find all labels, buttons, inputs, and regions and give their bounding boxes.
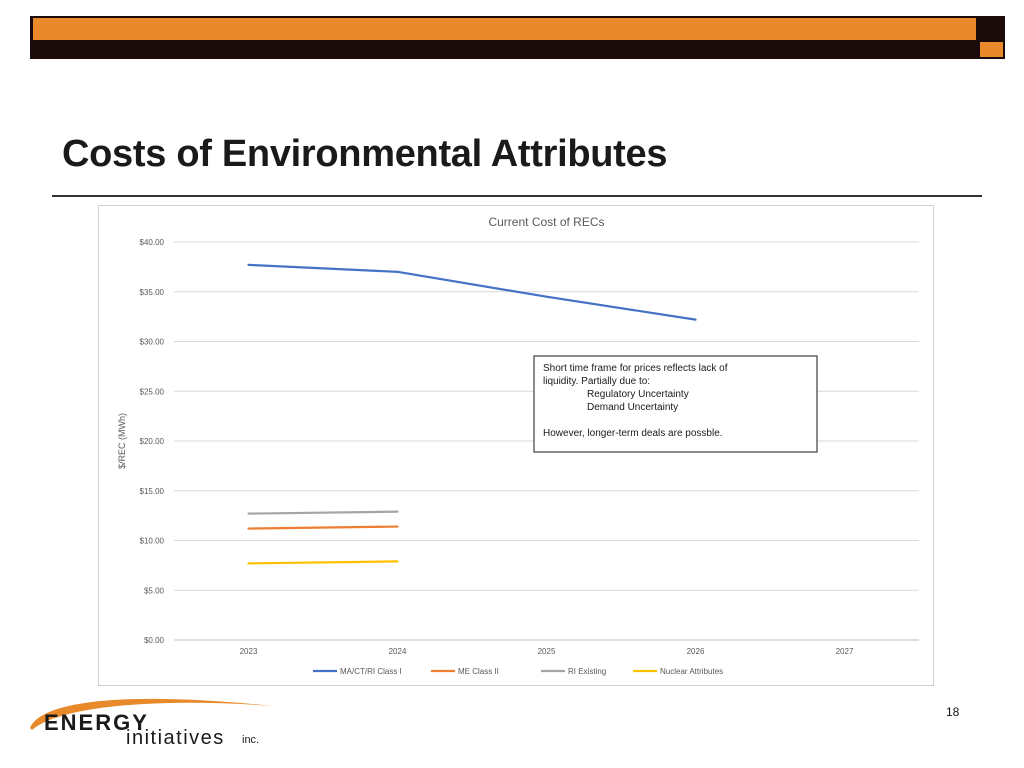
chart-container: Current Cost of RECs $0.00 $5.00 $10.00 $15.… bbox=[98, 205, 934, 686]
legend-label: MA/CT/RI Class I bbox=[340, 667, 402, 676]
series-line bbox=[247, 263, 697, 321]
y-tick-label: $10.00 bbox=[140, 537, 165, 546]
annotation-text: Regulatory Uncertainty bbox=[587, 389, 689, 400]
header-accent-square bbox=[980, 42, 1003, 57]
x-tick-label: 2027 bbox=[836, 647, 854, 656]
x-tick-label: 2025 bbox=[538, 647, 556, 656]
legend-label: RI Existing bbox=[568, 667, 606, 676]
slide-title: Costs of Environmental Attributes bbox=[62, 133, 668, 175]
title-divider bbox=[52, 195, 982, 197]
annotation-box bbox=[533, 355, 818, 453]
annotation-text: liquidity. Partially due to: bbox=[543, 376, 650, 387]
series-line bbox=[247, 560, 399, 565]
y-tick-label: $20.00 bbox=[140, 437, 165, 446]
logo-word-inc: inc. bbox=[242, 734, 259, 746]
annotation-text: However, longer-term deals are possble. bbox=[543, 428, 723, 439]
annotation-text: Short time frame for prices reflects lac… bbox=[543, 363, 728, 374]
y-tick-label: $15.00 bbox=[140, 487, 165, 496]
y-tick-label: $0.00 bbox=[144, 636, 165, 645]
annotation-text: Demand Uncertainty bbox=[587, 402, 678, 413]
x-tick-label: 2024 bbox=[389, 647, 407, 656]
series-line bbox=[247, 510, 399, 515]
energy-initiatives-logo: ENERGY initiatives inc. bbox=[30, 698, 272, 749]
x-tick-label: 2026 bbox=[687, 647, 705, 656]
y-axis-label: $/REC (MWh) bbox=[117, 413, 127, 469]
logo-swoosh bbox=[30, 698, 272, 730]
legend-label: ME Class II bbox=[458, 667, 499, 676]
chart-title: Current Cost of RECs bbox=[488, 215, 604, 229]
page-number: 18 bbox=[946, 705, 960, 719]
series-line bbox=[247, 525, 399, 530]
y-tick-label: $25.00 bbox=[140, 387, 165, 396]
y-tick-label: $5.00 bbox=[144, 586, 165, 595]
y-tick-label: $35.00 bbox=[140, 288, 165, 297]
x-tick-label: 2023 bbox=[240, 647, 258, 656]
header-orange-stripe bbox=[33, 18, 976, 40]
legend-label: Nuclear Attributes bbox=[660, 667, 723, 676]
rec-cost-chart: Current Cost of RECs $0.00 $5.00 $10.00 $15.… bbox=[117, 215, 919, 676]
logo-word-initiatives: initiatives bbox=[126, 727, 225, 749]
logo-word-energy: ENERGY bbox=[44, 710, 149, 735]
y-tick-label: $30.00 bbox=[140, 338, 165, 347]
y-tick-label: $40.00 bbox=[140, 238, 165, 247]
